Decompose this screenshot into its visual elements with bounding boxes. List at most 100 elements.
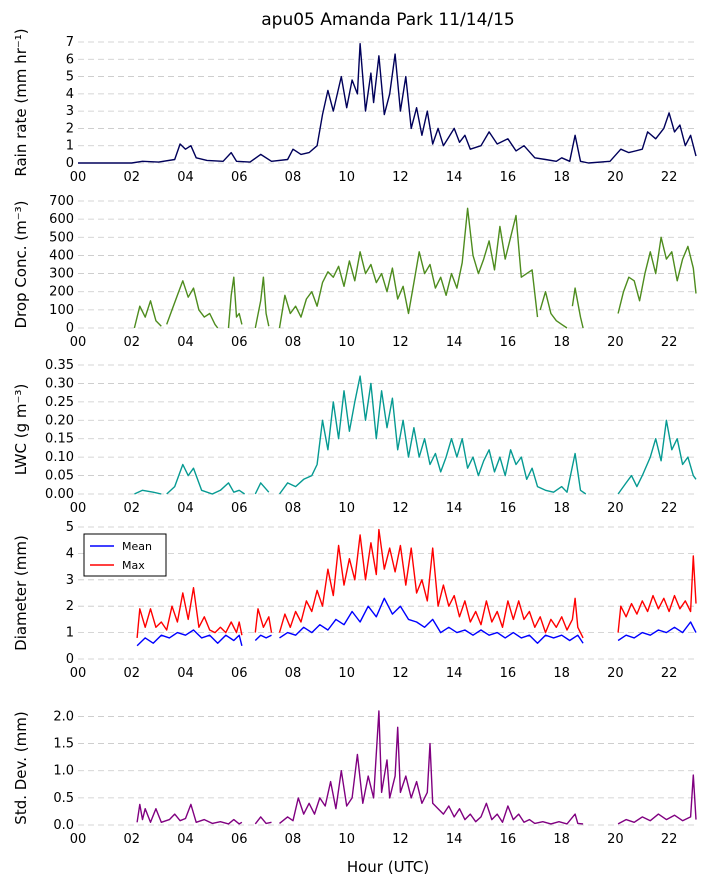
x-tick-label: 22 — [661, 832, 678, 847]
x-tick-label: 04 — [177, 666, 194, 681]
x-tick-label: 20 — [607, 666, 624, 681]
x-tick-label: 22 — [661, 501, 678, 516]
x-tick-label: 02 — [123, 170, 140, 185]
x-tick-label: 14 — [446, 170, 463, 185]
x-tick-label: 10 — [338, 335, 355, 350]
series-line — [254, 634, 272, 641]
y-tick-label: 2 — [66, 121, 74, 136]
x-tick-label: 08 — [285, 501, 302, 516]
y-tick-label: 0.0 — [53, 818, 74, 833]
y-tick-label: 0.25 — [45, 395, 74, 410]
y-tick-label: 0.15 — [45, 432, 74, 447]
y-axis-label: Std. Dev. (mm) — [12, 711, 30, 824]
series-line — [254, 816, 272, 825]
x-tick-label: 02 — [123, 832, 140, 847]
series-line — [571, 287, 584, 329]
x-tick-label: 00 — [70, 501, 87, 516]
x-tick-label: 04 — [177, 170, 194, 185]
y-tick-label: 0.05 — [45, 469, 74, 484]
series-line — [278, 207, 539, 329]
y-tick-label: 400 — [49, 248, 74, 263]
x-tick-label: 06 — [231, 501, 248, 516]
series-line — [278, 528, 584, 639]
series-line — [136, 629, 243, 647]
y-tick-label: 1 — [66, 139, 74, 154]
y-tick-label: 500 — [49, 230, 74, 245]
x-tick-label: 06 — [231, 832, 248, 847]
y-tick-label: 0.5 — [53, 791, 74, 806]
y-tick-label: 100 — [49, 303, 74, 318]
x-tick-label: 08 — [285, 832, 302, 847]
y-tick-label: 200 — [49, 285, 74, 300]
x-tick-label: 00 — [70, 335, 87, 350]
series-line — [78, 43, 697, 164]
x-tick-label: 22 — [661, 335, 678, 350]
y-tick-label: 6 — [66, 52, 74, 67]
x-tick-label: 02 — [123, 501, 140, 516]
figure-title: apu05 Amanda Park 11/14/15 — [261, 10, 515, 30]
x-tick-label: 08 — [285, 335, 302, 350]
series-line — [279, 710, 584, 825]
y-tick-label: 0 — [66, 652, 74, 667]
x-tick-label: 20 — [607, 832, 624, 847]
x-tick-label: 18 — [553, 832, 570, 847]
x-tick-label: 16 — [500, 501, 517, 516]
series-line — [539, 291, 568, 329]
series-line — [617, 621, 697, 642]
series-line — [278, 375, 587, 495]
x-tick-label: 10 — [338, 170, 355, 185]
legend: Mean Max — [83, 533, 167, 577]
x-tick-label: 22 — [661, 666, 678, 681]
y-axis-label: Rain rate (mm hr⁻¹) — [12, 28, 30, 176]
x-axis-label: Hour (UTC) — [347, 858, 429, 876]
x-tick-label: 14 — [446, 335, 463, 350]
y-tick-label: 4 — [66, 87, 74, 102]
x-tick-label: 18 — [553, 666, 570, 681]
series-line — [254, 276, 270, 329]
x-tick-label: 20 — [607, 170, 624, 185]
legend-box — [83, 533, 167, 577]
y-tick-label: 0.10 — [45, 450, 74, 465]
x-tick-label: 06 — [231, 666, 248, 681]
x-tick-label: 10 — [338, 666, 355, 681]
y-tick-label: 0 — [66, 321, 74, 336]
x-tick-label: 20 — [607, 501, 624, 516]
series-line — [133, 300, 162, 329]
panel-2: 0 100 200 300 400 500 600 700 00 02 04 06 08 10 12 14 16… — [12, 194, 697, 350]
x-tick-label: 02 — [123, 335, 140, 350]
x-tick-label: 02 — [123, 666, 140, 681]
series-line — [617, 774, 697, 825]
y-axis-label: LWC (g m⁻³) — [12, 384, 30, 476]
x-tick-label: 14 — [446, 501, 463, 516]
y-axis-label: Drop Conc. (m⁻³) — [12, 200, 30, 328]
y-tick-label: 4 — [66, 546, 74, 561]
x-tick-label: 16 — [500, 335, 517, 350]
series-line — [136, 803, 243, 825]
y-tick-label: 0.00 — [45, 487, 74, 502]
x-tick-label: 14 — [446, 666, 463, 681]
x-tick-label: 08 — [285, 170, 302, 185]
y-tick-label: 1.5 — [53, 737, 74, 752]
series-line — [134, 489, 162, 495]
x-tick-label: 12 — [392, 666, 409, 681]
y-tick-label: 3 — [66, 573, 74, 588]
series-line — [166, 280, 219, 329]
x-tick-label: 12 — [392, 832, 409, 847]
x-tick-label: 12 — [392, 501, 409, 516]
x-tick-label: 20 — [607, 335, 624, 350]
x-tick-label: 16 — [500, 832, 517, 847]
y-tick-label: 7 — [66, 35, 74, 50]
x-tick-label: 12 — [392, 335, 409, 350]
x-tick-label: 18 — [553, 170, 570, 185]
y-tick-label: 300 — [49, 267, 74, 282]
x-tick-label: 04 — [177, 832, 194, 847]
y-tick-label: 0 — [66, 156, 74, 171]
x-tick-label: 08 — [285, 666, 302, 681]
x-tick-label: 18 — [553, 335, 570, 350]
x-tick-label: 00 — [70, 170, 87, 185]
panel-3: 0.00 0.05 0.10 0.15 0.20 0.25 0.30 0.35 00 02 04 06… — [12, 358, 697, 516]
